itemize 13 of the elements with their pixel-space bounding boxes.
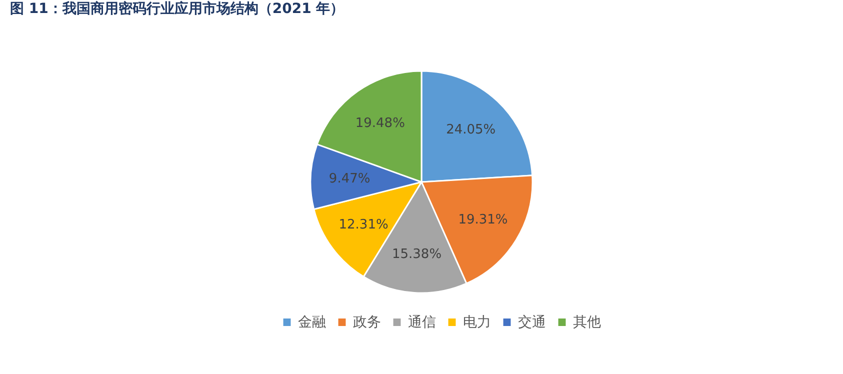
legend-label: 政务 xyxy=(353,314,381,330)
legend-label: 其他 xyxy=(573,314,601,330)
data-label: 19.31% xyxy=(458,212,508,228)
legend-label: 通信 xyxy=(408,314,436,330)
data-label: 19.48% xyxy=(355,116,405,132)
legend-label: 电力 xyxy=(463,314,491,330)
data-label: 24.05% xyxy=(446,122,496,138)
data-label: 9.47% xyxy=(328,171,370,186)
chart-title: 图 11：我国商用密码行业应用市场结构（2021 年） xyxy=(10,0,344,17)
data-label: 15.38% xyxy=(392,246,442,262)
legend-label: 交通 xyxy=(518,314,546,330)
legend-label: 金融 xyxy=(298,314,326,330)
data-label: 12.31% xyxy=(338,218,388,233)
